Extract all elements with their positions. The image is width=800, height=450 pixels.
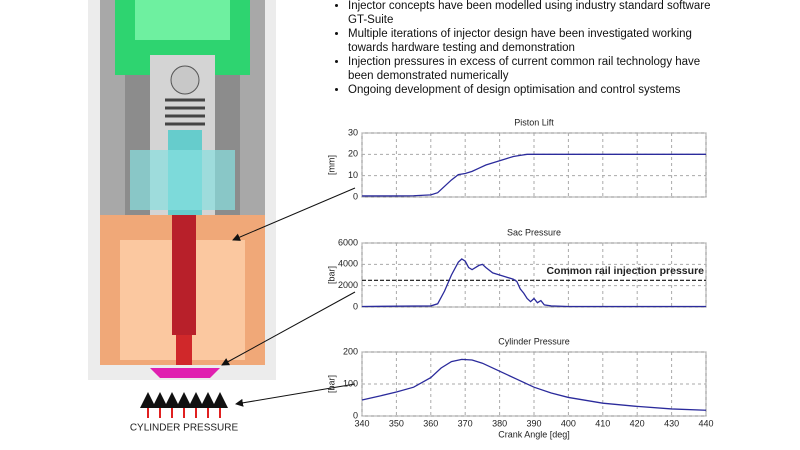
y-tick-label: 200 [343, 346, 358, 356]
x-tick-label: 440 [698, 418, 713, 428]
data-line [362, 153, 706, 197]
x-tick-label: 430 [664, 418, 679, 428]
x-axis-label: Crank Angle [deg] [498, 429, 570, 439]
y-axis-label: [bar] [326, 266, 336, 284]
injector-diagram: CYLINDER PRESSURE [88, 0, 356, 434]
y-tick-label: 0 [353, 410, 358, 420]
x-tick-label: 400 [561, 418, 576, 428]
annotation: Common rail injection pressure [546, 265, 704, 277]
x-tick-label: 370 [458, 418, 473, 428]
y-tick-label: 6000 [338, 237, 358, 247]
x-tick-label: 410 [595, 418, 610, 428]
y-tick-label: 0 [353, 191, 358, 201]
y-axis-label: [bar] [326, 375, 336, 393]
x-tick-label: 420 [630, 418, 645, 428]
bullet: Injector concepts have been modelled usi… [348, 0, 728, 27]
chart-title: Sac Pressure [507, 227, 561, 237]
x-tick-label: 360 [423, 418, 438, 428]
x-tick-label: 340 [354, 418, 369, 428]
y-tick-label: 100 [343, 378, 358, 388]
y-tick-label: 30 [348, 127, 358, 137]
x-tick-label: 380 [492, 418, 507, 428]
y-tick-label: 4000 [338, 259, 358, 269]
y-axis-label: [mm] [326, 155, 336, 175]
y-tick-label: 10 [348, 170, 358, 180]
y-tick-label: 0 [353, 301, 358, 311]
x-tick-label: 390 [526, 418, 541, 428]
bullet: Ongoing development of design optimisati… [348, 84, 728, 98]
chart-title: Cylinder Pressure [498, 336, 570, 346]
data-line [361, 258, 706, 308]
bullet: Injection pressures in excess of current… [348, 56, 728, 83]
bullet-list: Injector concepts have been modelled usi… [332, 0, 728, 99]
chart-title: Piston Lift [514, 117, 554, 127]
bullet: Multiple iterations of injector design h… [348, 28, 728, 55]
data-line [361, 358, 707, 411]
cylinder-label: CYLINDER PRESSURE [130, 423, 239, 434]
x-tick-label: 350 [389, 418, 404, 428]
y-tick-label: 20 [348, 149, 358, 159]
y-tick-label: 2000 [338, 280, 358, 290]
